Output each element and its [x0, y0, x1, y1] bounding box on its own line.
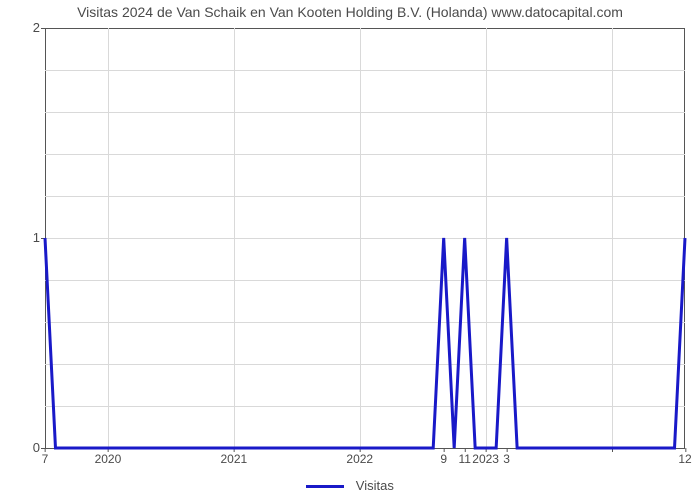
x-tick-label: 2021: [220, 452, 247, 466]
x-tick-label: 7: [42, 452, 49, 466]
chart-title: Visitas 2024 de Van Schaik en Van Kooten…: [0, 4, 700, 20]
y-tick-label: 2: [0, 20, 40, 35]
x-tick-label: 2020: [95, 452, 122, 466]
line-series: [45, 28, 685, 448]
y-tick-label: 1: [0, 230, 40, 245]
x-tick-label: 3: [503, 452, 510, 466]
chart-container: { "chart": { "type": "line", "title": "V…: [0, 0, 700, 500]
legend-label: Visitas: [356, 478, 394, 493]
x-tick-label: 12: [678, 452, 691, 466]
legend-swatch: [306, 485, 344, 488]
legend: Visitas: [0, 478, 700, 493]
x-tick-label: 2022: [346, 452, 373, 466]
x-tick-label: 9: [440, 452, 447, 466]
y-tick-label: 0: [0, 440, 40, 455]
x-tick-label: 11: [458, 452, 470, 466]
x-tick-label: 2023: [472, 452, 499, 466]
